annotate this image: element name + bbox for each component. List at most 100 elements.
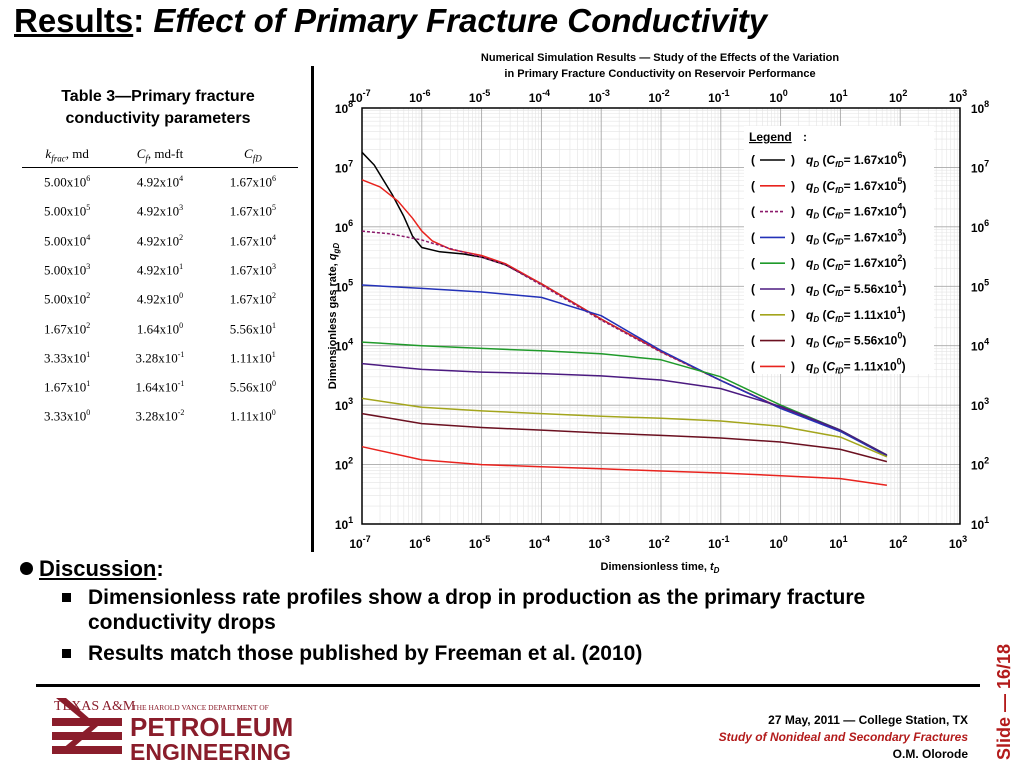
x-tick-label-top: 103: [949, 88, 967, 105]
table-header-symbol: C: [136, 146, 146, 161]
table-cell: 1.67x106: [208, 167, 298, 197]
x-tick-label-top: 10-1: [708, 88, 729, 105]
legend-paren-open: (: [751, 282, 755, 296]
x-axis-label-variable: t: [710, 561, 715, 573]
logo-mark-chevron: [56, 698, 98, 754]
table-header-subscript: f: [145, 153, 148, 164]
legend-entry: qD (CfD= 5.56x100): [806, 331, 906, 350]
table-cell: 5.56x101: [208, 314, 298, 343]
legend-entry-q: q: [806, 179, 814, 193]
table-cell-mantissa: 3.33x10: [44, 408, 87, 424]
x-tick-label-bottom: 102: [889, 534, 907, 551]
legend-entry-c: C: [826, 205, 835, 219]
x-tick-label-top-base: 10: [469, 91, 483, 105]
x-tick-label-bottom-base: 10: [349, 537, 363, 551]
table-cell-exponent: 2: [179, 232, 184, 242]
y-tick-label-right-base: 10: [971, 518, 985, 532]
table-cell: 5.56x100: [208, 373, 298, 402]
table-cell-mantissa: 4.92x10: [136, 291, 180, 307]
table-header-unit: , md: [65, 146, 89, 161]
y-tick-label-left-exponent: 8: [348, 99, 353, 109]
legend-entry-exponent: 3: [897, 227, 902, 237]
y-tick-label-right-base: 10: [971, 399, 985, 413]
x-tick-label-top: 102: [889, 88, 907, 105]
table-cell-mantissa: 5.56x10: [229, 320, 272, 336]
series-line: [361, 412, 888, 463]
legend-entry-value: = 1.67x10: [844, 153, 898, 167]
discussion-bullet: Results match those published by Freeman…: [20, 641, 970, 666]
y-axis-label-text: Dimensionless gas rate,: [327, 260, 339, 389]
table-cell-mantissa: 3.33x10: [44, 350, 87, 366]
x-tick-label-bottom: 101: [829, 534, 847, 551]
table-cell-mantissa: 1.64x10: [136, 320, 180, 336]
legend-paren-open: (: [751, 153, 755, 167]
y-tick-label-left-exponent: 4: [348, 337, 353, 347]
y-tick-label-left: 107: [335, 158, 353, 175]
legend-entry-paren: (: [819, 179, 826, 193]
logo-line2: THE HAROLD VANCE DEPARTMENT OF: [132, 703, 269, 712]
legend-entry-value: = 1.67x10: [844, 179, 898, 193]
legend-paren-close: ): [791, 282, 795, 296]
table-cell: 3.33x101: [22, 343, 112, 372]
x-tick-label-top-base: 10: [829, 91, 843, 105]
legend-box: [744, 126, 934, 374]
legend-entry-q-sub: D: [813, 237, 819, 246]
x-tick-label-bottom-exponent: -2: [662, 534, 670, 544]
x-tick-label-bottom-exponent: -4: [542, 534, 550, 544]
legend-paren-open: (: [751, 230, 755, 244]
x-tick-label-bottom-base: 10: [829, 537, 843, 551]
table-cell-exponent: 1: [271, 349, 276, 359]
legend-entry-q: q: [806, 256, 814, 270]
y-tick-label-right-base: 10: [971, 221, 985, 235]
x-tick-label-bottom-exponent: -7: [363, 534, 371, 544]
table-header-row: kfrac, md Cf, md-ft CfD: [22, 144, 298, 168]
table-cell-mantissa: 5.00x10: [44, 203, 87, 219]
x-tick-label-bottom-base: 10: [589, 537, 603, 551]
x-tick-label-top-exponent: -5: [482, 88, 490, 98]
legend-entry-close: ): [902, 179, 906, 193]
table-body: 5.00x106 4.92x10 4 1.67x106 5.00x105 4.92x10 3…: [22, 167, 298, 431]
legend-entry-c: C: [826, 308, 835, 322]
legend-entry-q: q: [806, 230, 814, 244]
series-line: [361, 445, 888, 486]
table-cell-exponent: 4: [271, 232, 276, 242]
legend-paren-open: (: [751, 205, 755, 219]
table-cell-mantissa: 1.67x10: [229, 291, 272, 307]
table-cell: 5.00x105: [22, 197, 112, 226]
discussion-bullet: Dimensionless rate profiles show a drop …: [20, 585, 970, 635]
y-tick-label-right-base: 10: [971, 340, 985, 354]
y-tick-label-left-base: 10: [335, 340, 349, 354]
x-tick-label-top-exponent: 0: [783, 88, 788, 98]
x-tick-label-top-base: 10: [349, 91, 363, 105]
table-cell: 5.00x106: [22, 167, 112, 197]
legend-entry: qD (CfD= 1.67x104): [806, 202, 906, 221]
y-tick-label-right-base: 10: [971, 280, 985, 294]
table-cell-exponent: 3: [86, 261, 91, 271]
table-cell-exponent: 1: [86, 379, 91, 389]
legend-entry-q-sub: D: [813, 341, 819, 350]
table-cell-exponent: 0: [179, 291, 184, 301]
x-tick-label-top-exponent: -3: [602, 88, 610, 98]
table-cell: 1.64x10-1: [112, 373, 207, 402]
legend-paren-open: (: [751, 256, 755, 270]
x-tick-label-top-base: 10: [949, 91, 963, 105]
table-cell-exponent: 4: [86, 232, 91, 242]
x-tick-label-top-base: 10: [589, 91, 603, 105]
legend-entry: qD (CfD= 1.67x106): [806, 150, 906, 169]
table-cell-mantissa: 4.92x10: [136, 174, 180, 190]
legend-entry-c: C: [826, 153, 835, 167]
table-cell-mantissa: 1.67x10: [44, 320, 87, 336]
legend-paren-open: (: [751, 179, 755, 193]
legend-entry-q-sub: D: [813, 160, 819, 169]
x-axis-label-text: Dimensionless time,: [601, 561, 710, 573]
x-axis-label: Dimensionless time, tD: [601, 561, 720, 575]
x-tick-label-top-exponent: 1: [843, 88, 848, 98]
legend-entry-c: C: [826, 334, 835, 348]
y-tick-label-left-base: 10: [335, 399, 349, 413]
table-cell: 5.00x102: [22, 285, 112, 314]
y-tick-label-right: 103: [971, 396, 989, 413]
x-tick-label-top-exponent: -1: [721, 88, 729, 98]
table-row: 5.00x102 4.92x100 1.67x102: [22, 285, 298, 314]
discussion-bullet-text: Dimensionless rate profiles show a drop …: [88, 586, 866, 634]
legend-entry-close: ): [902, 282, 906, 296]
